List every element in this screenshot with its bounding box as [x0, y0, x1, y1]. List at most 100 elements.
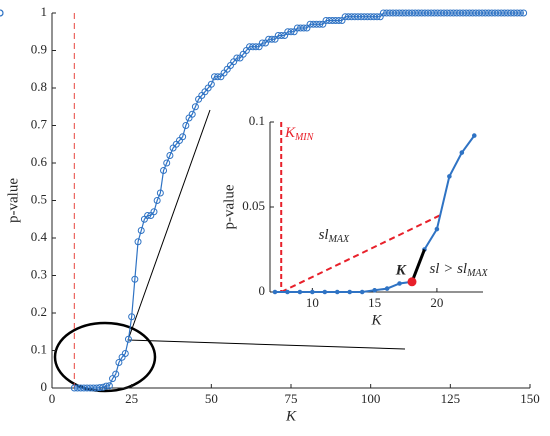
y-tick-label: 1: [41, 4, 48, 19]
series-line: [74, 12, 524, 389]
point: [384, 286, 390, 291]
point: [334, 289, 340, 295]
point: [397, 281, 402, 286]
point: [287, 28, 295, 36]
zoom-connector: [127, 339, 406, 350]
point: [447, 174, 452, 179]
point: [434, 226, 440, 232]
y-tick-label: 0.7: [31, 116, 48, 131]
point: [179, 133, 187, 141]
point: [471, 133, 477, 138]
x-tick-label: 0: [49, 391, 56, 406]
annotation: sl > slMAX: [429, 261, 488, 279]
zoom-ellipse: [53, 321, 157, 393]
point: [300, 24, 308, 32]
point: [105, 382, 113, 390]
point: [102, 382, 110, 390]
x-tick-label: 10: [306, 295, 319, 310]
x-tick-label: 15: [368, 295, 381, 310]
point: [188, 110, 196, 118]
point: [373, 13, 381, 21]
x-tick-label: 150: [520, 391, 540, 406]
y-tick-label: 0.1: [31, 341, 47, 356]
point: [182, 122, 190, 129]
point: [252, 43, 260, 51]
y-tick-label: 0.1: [249, 113, 265, 128]
point: [96, 384, 104, 392]
annotation-sub: MAX: [328, 234, 350, 245]
point: [150, 208, 158, 216]
point: [160, 167, 168, 174]
y-tick-label: 0.05: [242, 198, 265, 213]
point: [121, 350, 129, 357]
y-axis-label: p-value: [5, 178, 21, 223]
point: [516, 9, 524, 17]
x-tick-label: 25: [125, 391, 138, 406]
annotation-text: sl: [319, 227, 329, 243]
point: [297, 289, 303, 295]
point: [166, 152, 174, 159]
annotation-sub: MAX: [466, 268, 488, 279]
point: [131, 275, 139, 283]
x-axis-label: K: [370, 312, 382, 328]
point: [163, 159, 171, 167]
y-tick-label: 0: [41, 379, 48, 394]
point: [124, 335, 132, 343]
y-tick-label: 0.2: [31, 304, 47, 319]
x-tick-label: 20: [430, 295, 443, 310]
annotation-text: K: [395, 263, 407, 279]
point: [347, 289, 353, 295]
point: [214, 73, 222, 81]
point: [316, 20, 324, 28]
x-axis-label: K: [285, 408, 297, 424]
point: [144, 212, 152, 219]
point: [0, 9, 4, 17]
point: [137, 227, 145, 234]
point: [134, 238, 142, 246]
x-tick-label: 50: [205, 391, 218, 406]
point: [272, 289, 278, 295]
zoom-connector: [127, 109, 211, 341]
point: [322, 289, 328, 295]
point: [285, 289, 290, 295]
point: [153, 197, 161, 204]
point: [520, 9, 528, 17]
y-tick-label: 0.5: [31, 191, 47, 206]
point: [258, 39, 266, 47]
annotation-text: K: [284, 125, 296, 141]
x-tick-label: 125: [441, 391, 461, 406]
point: [372, 288, 377, 293]
x-tick-label: 75: [285, 391, 298, 406]
point: [359, 289, 365, 295]
annotation: KMIN: [284, 125, 315, 143]
annotation-sub: MIN: [294, 132, 315, 143]
point: [277, 32, 285, 39]
point: [268, 35, 276, 43]
point: [459, 150, 465, 155]
highlight-segment: [410, 248, 426, 283]
point: [310, 289, 315, 295]
annotation: slMAX: [319, 227, 350, 245]
annotation: K: [395, 263, 407, 279]
point: [115, 359, 123, 366]
point: [109, 375, 117, 383]
point: [233, 54, 241, 62]
point: [207, 80, 215, 88]
y-tick-label: 0: [259, 283, 266, 298]
point: [335, 17, 343, 24]
y-axis-label: p-value: [221, 184, 237, 229]
y-tick-label: 0.9: [31, 41, 47, 56]
point: [112, 370, 120, 378]
inset-background: [222, 105, 497, 341]
y-tick-label: 0.4: [31, 229, 48, 244]
point: [156, 189, 164, 197]
y-tick-label: 0.8: [31, 79, 47, 94]
x-tick-label: 100: [361, 391, 381, 406]
highlight-point: [407, 277, 417, 287]
y-tick-label: 0.3: [31, 266, 47, 281]
annotation-text: sl > sl: [429, 261, 467, 277]
y-tick-label: 0.6: [31, 154, 48, 169]
point: [128, 313, 136, 321]
point: [191, 103, 199, 111]
